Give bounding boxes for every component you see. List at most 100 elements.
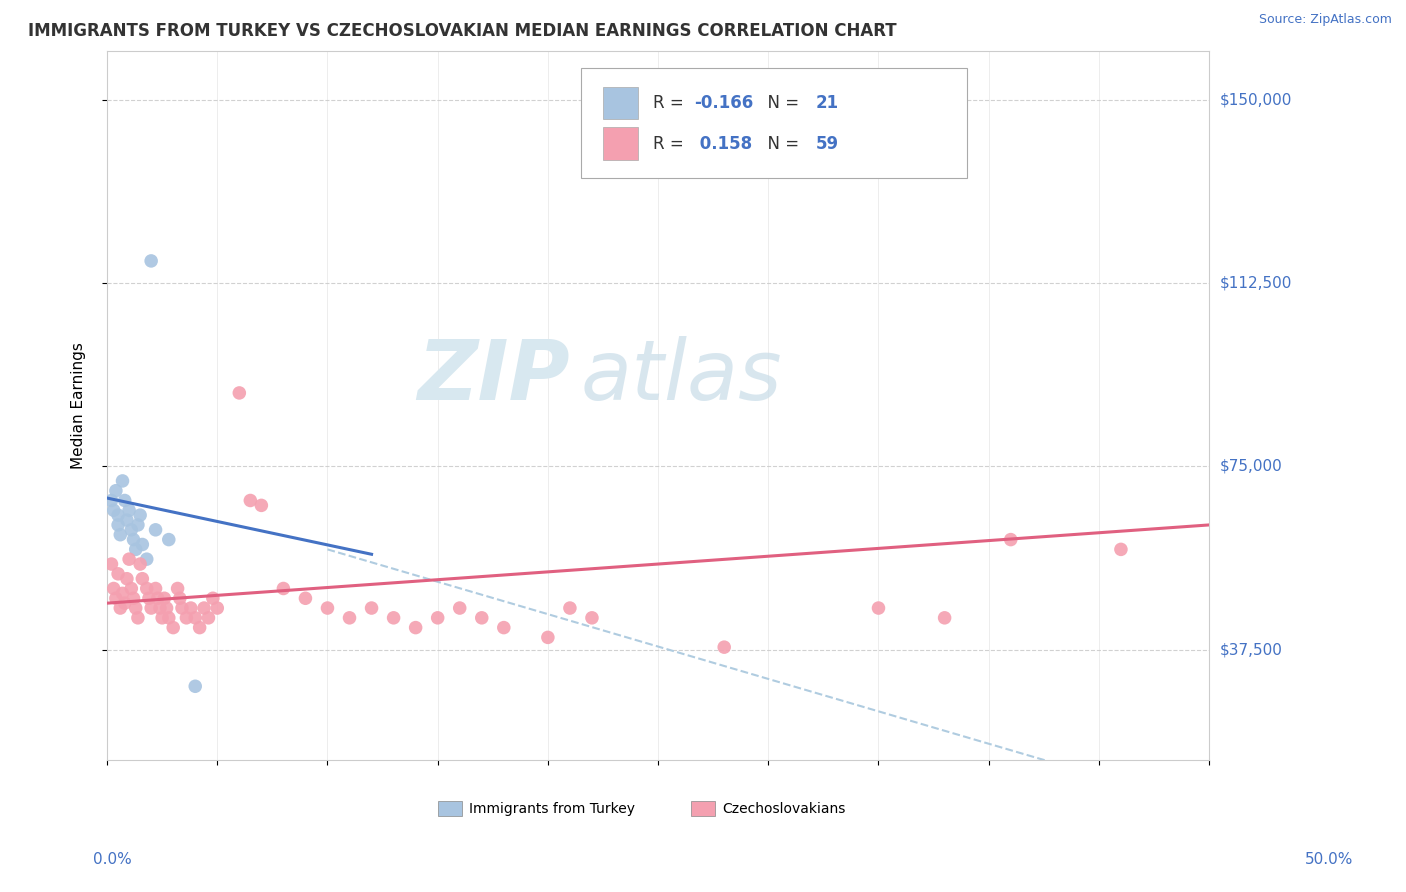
Text: $37,500: $37,500 xyxy=(1220,642,1284,657)
Point xyxy=(228,385,250,400)
Text: 59: 59 xyxy=(815,135,839,153)
Text: atlas: atlas xyxy=(581,336,783,417)
Point xyxy=(180,601,202,615)
FancyBboxPatch shape xyxy=(581,69,967,178)
Point xyxy=(273,582,295,596)
Point xyxy=(382,611,405,625)
Point xyxy=(111,586,134,600)
Point xyxy=(426,611,449,625)
Bar xyxy=(437,801,463,816)
Bar xyxy=(692,801,716,816)
Point xyxy=(100,557,122,571)
Point xyxy=(104,591,127,606)
Point xyxy=(135,582,157,596)
Text: Czechoslovakians: Czechoslovakians xyxy=(723,802,845,815)
Point xyxy=(122,591,145,606)
Point xyxy=(114,493,136,508)
Point xyxy=(129,557,152,571)
Text: Source: ZipAtlas.com: Source: ZipAtlas.com xyxy=(1258,13,1392,27)
Point xyxy=(405,621,427,635)
Text: N =: N = xyxy=(758,135,804,153)
Point xyxy=(141,601,163,615)
Point xyxy=(188,621,211,635)
Text: 50.0%: 50.0% xyxy=(1305,852,1353,867)
Point xyxy=(581,611,603,625)
Point xyxy=(537,631,560,645)
Point xyxy=(104,483,127,498)
Text: $75,000: $75,000 xyxy=(1220,458,1282,474)
Point xyxy=(176,611,198,625)
Point xyxy=(107,517,129,532)
Point xyxy=(135,552,157,566)
Point xyxy=(127,611,149,625)
Text: Immigrants from Turkey: Immigrants from Turkey xyxy=(468,802,634,815)
Point xyxy=(138,591,160,606)
Point xyxy=(239,493,262,508)
Point xyxy=(115,513,138,527)
Point xyxy=(111,474,134,488)
Point xyxy=(713,640,735,655)
Point xyxy=(145,582,167,596)
Point xyxy=(141,254,163,268)
Point xyxy=(197,611,219,625)
Text: -0.166: -0.166 xyxy=(695,95,754,112)
Point xyxy=(150,611,173,625)
Point xyxy=(207,601,229,615)
Point xyxy=(157,533,180,547)
Point xyxy=(118,552,141,566)
Y-axis label: Median Earnings: Median Earnings xyxy=(72,342,86,468)
Point xyxy=(471,611,494,625)
Point xyxy=(125,601,148,615)
Point xyxy=(114,596,136,610)
FancyBboxPatch shape xyxy=(603,87,638,120)
Text: IMMIGRANTS FROM TURKEY VS CZECHOSLOVAKIAN MEDIAN EARNINGS CORRELATION CHART: IMMIGRANTS FROM TURKEY VS CZECHOSLOVAKIA… xyxy=(28,22,897,40)
Point xyxy=(1000,533,1022,547)
Point xyxy=(170,601,193,615)
Point xyxy=(153,591,176,606)
FancyBboxPatch shape xyxy=(603,128,638,160)
Point xyxy=(934,611,956,625)
Point xyxy=(146,591,169,606)
Point xyxy=(558,601,581,615)
Point xyxy=(169,591,191,606)
Point xyxy=(110,601,132,615)
Point xyxy=(1109,542,1132,557)
Text: 0.0%: 0.0% xyxy=(93,852,132,867)
Text: R =: R = xyxy=(652,95,689,112)
Point xyxy=(120,582,142,596)
Point xyxy=(107,508,129,523)
Point xyxy=(184,679,207,693)
Text: 21: 21 xyxy=(815,95,839,112)
Point xyxy=(107,566,129,581)
Point xyxy=(868,601,890,615)
Point xyxy=(294,591,316,606)
Point xyxy=(131,572,153,586)
Point xyxy=(166,582,188,596)
Point xyxy=(360,601,382,615)
Point xyxy=(131,537,153,551)
Point xyxy=(162,621,184,635)
Point xyxy=(316,601,339,615)
Point xyxy=(193,601,215,615)
Point xyxy=(492,621,515,635)
Text: ZIP: ZIP xyxy=(418,336,569,417)
Point xyxy=(157,611,180,625)
Point xyxy=(449,601,471,615)
Point xyxy=(103,582,125,596)
Point xyxy=(145,523,167,537)
Point xyxy=(118,503,141,517)
Text: N =: N = xyxy=(758,95,804,112)
Point xyxy=(100,493,122,508)
Point xyxy=(122,533,145,547)
Text: R =: R = xyxy=(652,135,689,153)
Point xyxy=(120,523,142,537)
Point xyxy=(110,527,132,541)
Text: $112,500: $112,500 xyxy=(1220,276,1292,291)
Point xyxy=(250,499,273,513)
Point xyxy=(155,601,177,615)
Point xyxy=(339,611,361,625)
Point xyxy=(127,517,149,532)
Point xyxy=(184,611,207,625)
Point xyxy=(149,601,172,615)
Point xyxy=(115,572,138,586)
